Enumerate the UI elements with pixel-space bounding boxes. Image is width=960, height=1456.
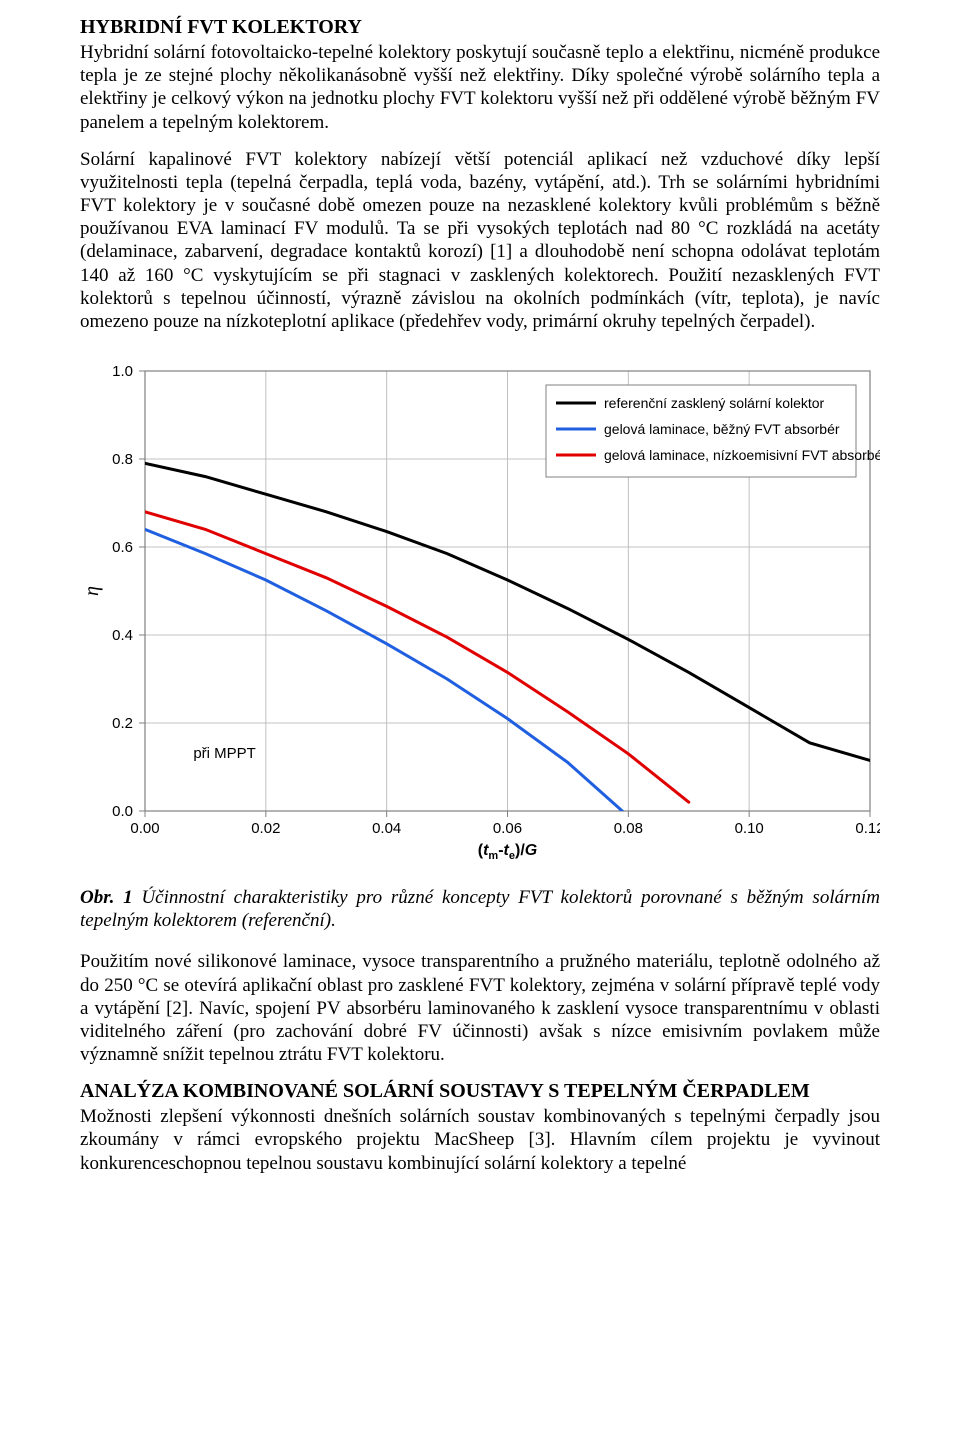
svg-text:0.06: 0.06 [493, 820, 522, 837]
section-heading: HYBRIDNÍ FVT KOLEKTORY [80, 16, 880, 39]
page: HYBRIDNÍ FVT KOLEKTORY Hybridní solární … [40, 0, 920, 1221]
svg-text:η: η [81, 586, 103, 596]
svg-text:referenční zasklený solární ko: referenční zasklený solární kolektor [604, 395, 825, 411]
figure-caption-text: Účinnostní charakteristiky pro různé kon… [80, 887, 880, 931]
svg-text:0.04: 0.04 [372, 820, 401, 837]
efficiency-chart: 0.00 0.02 0.04 0.06 0.08 0.10 0.12 0.0 0.2 0.4 0.6… [80, 361, 880, 866]
svg-text:gelová laminace, běžný FVT abs: gelová laminace, běžný FVT absorbér [604, 421, 840, 437]
section-heading: ANALÝZA KOMBINOVANÉ SOLÁRNÍ SOUSTAVY S T… [80, 1080, 880, 1103]
svg-text:při MPPT: při MPPT [193, 745, 256, 762]
svg-text:0.02: 0.02 [251, 820, 280, 837]
svg-text:0.4: 0.4 [112, 627, 133, 644]
svg-text:0.12: 0.12 [855, 820, 880, 837]
svg-text:1.0: 1.0 [112, 363, 133, 380]
svg-text:0.2: 0.2 [112, 715, 133, 732]
svg-text:0.0: 0.0 [112, 803, 133, 820]
svg-text:0.00: 0.00 [130, 820, 159, 837]
svg-text:0.8: 0.8 [112, 451, 133, 468]
paragraph: Solární kapalinové FVT kolektory nabízej… [80, 148, 880, 333]
figure-label: Obr. 1 [80, 887, 133, 908]
paragraph: Možnosti zlepšení výkonnosti dnešních so… [80, 1105, 880, 1175]
svg-text:(tm-te)/G: (tm-te)/G [478, 842, 537, 861]
paragraph: Hybridní solární fotovoltaicko-tepelné k… [80, 41, 880, 134]
svg-text:0.6: 0.6 [112, 539, 133, 556]
svg-text:gelová laminace, nízkoemisivní: gelová laminace, nízkoemisivní FVT absor… [604, 447, 880, 463]
figure-caption: Obr. 1 Účinnostní charakteristiky pro rů… [80, 886, 880, 932]
svg-text:0.10: 0.10 [735, 820, 764, 837]
svg-text:0.08: 0.08 [614, 820, 643, 837]
paragraph: Použitím nové silikonové laminace, vysoc… [80, 950, 880, 1066]
